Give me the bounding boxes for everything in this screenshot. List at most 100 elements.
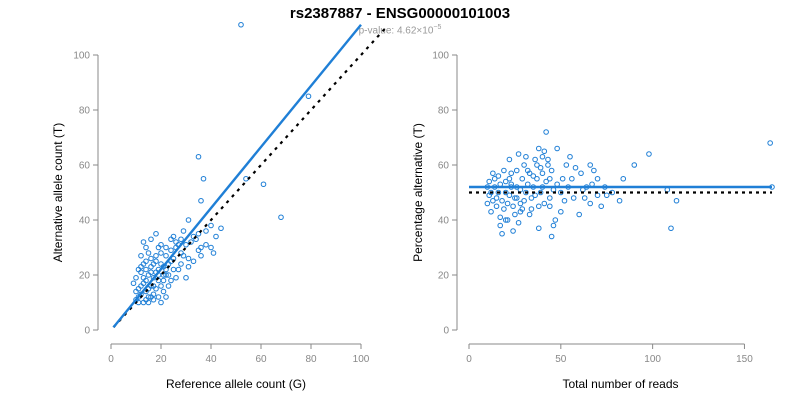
data-point	[548, 233, 555, 240]
panel-allele-counts: 0 20 40 60 80 100 0 20 40 60 80 100 Reference allele…	[51, 21, 387, 391]
data-point	[198, 244, 204, 251]
data-point	[535, 225, 542, 232]
data-point	[153, 230, 159, 237]
data-point	[153, 258, 159, 265]
data-point	[569, 175, 575, 182]
data-point	[185, 217, 192, 223]
data-point	[155, 294, 162, 300]
x-tick-label: 60	[255, 354, 267, 365]
data-point	[502, 189, 509, 196]
data-point	[160, 288, 167, 295]
y-tick-label: 100	[73, 51, 90, 62]
data-point	[158, 299, 164, 306]
data-point	[173, 274, 179, 281]
data-point	[550, 222, 557, 229]
y-tick-label: 100	[432, 51, 449, 62]
data-point	[570, 195, 577, 201]
data-point	[210, 250, 217, 256]
data-point	[572, 164, 579, 171]
data-point	[198, 197, 204, 204]
data-point	[183, 274, 189, 281]
chart-title: rs2387887 - ENSG00000101003	[289, 5, 511, 22]
data-point	[278, 214, 284, 221]
data-point	[168, 247, 174, 254]
data-point	[563, 162, 570, 168]
data-point	[203, 228, 209, 234]
data-point	[510, 228, 516, 234]
reference-line	[112, 26, 387, 328]
data-point	[515, 151, 522, 157]
data-point	[526, 211, 533, 218]
data-point	[495, 173, 502, 179]
data-point	[175, 266, 182, 273]
data-point	[543, 129, 549, 135]
data-point	[163, 294, 169, 300]
data-point	[517, 200, 524, 207]
data-point	[576, 211, 582, 218]
data-point	[208, 244, 214, 251]
data-point	[148, 263, 154, 270]
data-point	[491, 175, 498, 182]
x-tick-label: 40	[205, 354, 217, 365]
data-point	[594, 192, 601, 199]
data-point	[148, 294, 154, 300]
data-point	[519, 206, 526, 212]
data-point	[559, 175, 566, 182]
data-point	[143, 266, 149, 273]
data-point	[185, 255, 192, 262]
data-point	[545, 156, 551, 163]
data-point	[490, 197, 496, 204]
y-axis-title: Alternative allele count (T)	[51, 123, 65, 262]
data-point	[578, 170, 584, 177]
data-point	[163, 252, 169, 259]
data-point	[190, 258, 197, 265]
y-tick-label: 0	[84, 326, 90, 337]
data-point	[138, 263, 144, 270]
data-point	[501, 206, 507, 212]
data-point	[155, 244, 162, 251]
data-point	[488, 208, 494, 215]
x-tick-label: 0	[108, 354, 114, 365]
data-point	[506, 192, 513, 199]
data-point	[539, 170, 546, 177]
data-point	[143, 296, 149, 303]
data-point	[521, 197, 527, 204]
fit-line	[112, 23, 362, 329]
data-point	[213, 233, 219, 240]
x-axis-title: Total number of reads	[562, 377, 678, 391]
data-point	[185, 263, 192, 270]
data-point	[195, 153, 202, 160]
y-tick-label: 40	[79, 216, 91, 227]
data-point	[130, 280, 137, 287]
panel-percentage-alternative: 0 50 100 150 0 20 40 60 80 100 Total number of rea…	[411, 51, 775, 391]
data-point	[523, 189, 529, 196]
data-point	[547, 203, 553, 210]
data-point	[532, 156, 538, 163]
data-point	[548, 167, 555, 174]
data-point	[195, 230, 202, 237]
data-point	[486, 192, 493, 199]
data-point	[490, 170, 496, 177]
data-point	[515, 219, 522, 226]
y-axis-title: Percentage alternative (T)	[411, 123, 425, 262]
x-tick-label: 100	[353, 354, 370, 365]
data-point	[486, 178, 493, 185]
subtitle-exponent: −5	[433, 24, 442, 31]
data-point	[143, 258, 149, 265]
data-point	[501, 167, 507, 174]
data-point	[587, 200, 594, 207]
data-point	[180, 252, 187, 259]
data-point	[148, 269, 154, 276]
data-point	[208, 222, 214, 229]
data-point	[512, 195, 518, 201]
data-point	[158, 283, 164, 289]
data-point	[178, 261, 184, 267]
x-tick-label: 0	[466, 354, 472, 365]
data-point	[513, 167, 520, 174]
data-point	[567, 153, 573, 160]
data-point	[534, 175, 540, 182]
data-point	[499, 230, 505, 237]
data-point	[510, 203, 516, 210]
data-point	[673, 197, 680, 204]
data-point	[547, 195, 553, 201]
